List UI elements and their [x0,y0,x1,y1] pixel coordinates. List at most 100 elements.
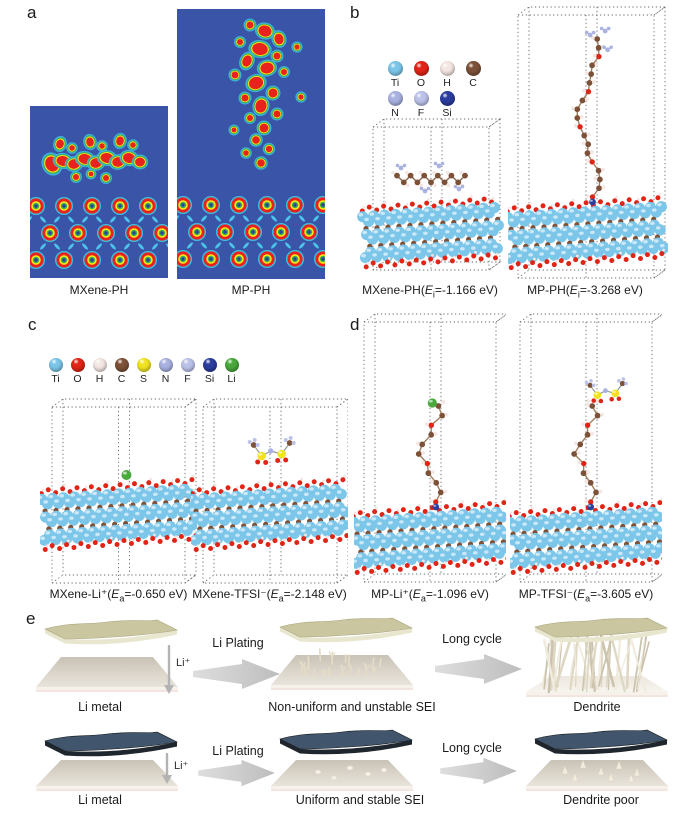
caption-nonuniform-sei: Non-uniform and unstable SEI [268,700,436,714]
ti-atom-symbol: Ti [51,373,60,385]
panel-label-b: b [350,3,360,22]
long-cycle-arrow [435,654,522,684]
c-atom-symbol: C [117,373,126,385]
charge-density-map-mxene-ph [30,106,168,278]
n-atom-symbol: N [161,373,170,385]
legend-item-n: N [156,358,175,385]
caption-dendrite-poor: Dendrite poor [563,793,639,807]
si-atom-symbol: Si [442,107,452,119]
li-plating-arrow [193,659,280,689]
caption-uniform-sei: Uniform and stable SEI [295,793,425,807]
n-atom-symbol: N [391,107,399,119]
unstable-sei-illustration [271,617,413,690]
panel-label-d: d [350,315,360,334]
legend-row-1: Ti O H C [384,61,484,89]
model-mp-tfsi [510,313,662,583]
energy-subscript: i [577,289,580,300]
model-mxene-ph [357,118,504,271]
caption-dendrite: Dendrite [573,700,621,714]
legend-item-c: C [462,61,484,89]
panel-label-c: c [28,315,37,334]
charge-density-map-mp-ph [177,9,325,279]
subfig-caption-mp-tfsi-energy: MP-TFSI⁻(Ea=-3.605 eV) [510,587,662,603]
legend-item-ti: Ti [384,61,406,89]
ti-atom-symbol: Ti [390,77,400,89]
legend-item-s: S [134,358,153,385]
li-plating-arrow-label: Li Plating [212,636,264,650]
ti-atom-swatch [48,358,63,372]
legend-item-f: F [178,358,197,385]
model-mp-li [354,313,506,583]
legend-item-si: Si [436,91,458,119]
long-cycle-arrow-2 [440,757,517,785]
legend-item-h: H [436,61,458,89]
panel-label-e: e [26,609,36,628]
s-atom-symbol: S [139,373,147,385]
energy-subscript: a [420,593,426,604]
caption-text: MXene-PH( [362,283,425,297]
o-atom-symbol: O [416,77,426,89]
h-atom-swatch [92,358,107,372]
energy-subscript: i [432,289,435,300]
ti-atom-swatch [387,61,403,76]
legend-item-n: N [384,91,406,119]
li-ion-label: Li⁺ [176,657,191,669]
stable-sei-illustration [271,729,413,791]
n-atom-swatch [158,358,173,372]
h-atom-swatch [439,61,455,76]
legend-item-ti: Ti [46,358,65,385]
c-atom-swatch [114,358,129,372]
caption-text: MP-Li⁺( [371,587,413,601]
energy-subscript: a [585,593,591,604]
long-cycle-arrow-label: Long cycle [442,632,502,646]
energy-symbol: E [412,587,421,601]
energy-subscript: a [278,593,284,604]
dendrite-illustration [526,617,668,697]
li-atom-symbol: Li [227,373,236,385]
li-metal-cell-illustration-2 [36,731,178,791]
subfig-caption-mp-li-energy: MP-Li⁺(Ea=-1.096 eV) [354,587,506,603]
energy-symbol: E [424,283,433,297]
dendrite-poor-illustration [526,729,668,791]
caption-li-metal: Li metal [78,700,122,714]
subfig-caption-mxene-ph: MXene-PH [69,283,129,297]
caption-text: =-3.268 eV) [579,283,643,297]
energy-symbol: E [111,587,120,601]
h-atom-symbol: H [95,373,104,385]
atom-legend-panel-b: Ti O H C N F Si [384,61,484,119]
legend-item-o: O [68,358,87,385]
legend-item-li: Li [222,358,241,385]
model-mp-ph [508,6,668,279]
model-mxene-li [40,398,197,584]
caption-text: =-0.650 eV) [124,587,188,601]
li-plating-arrow-label-2: Li Plating [212,744,264,758]
model-mxene-tfsi [191,398,348,584]
caption-text: =-2.148 eV) [283,587,347,601]
legend-item-f: F [410,91,432,119]
caption-li-metal-2: Li metal [78,793,122,807]
li-plating-arrow-2 [198,759,275,787]
caption-text: MP-TFSI⁻( [518,587,578,601]
subfig-caption-mxene-li-energy: MXene-Li⁺(Ea=-0.650 eV) [40,587,197,603]
li-atom-swatch [224,358,239,372]
caption-text: =-1.096 eV) [425,587,489,601]
legend-row-2: N F Si [384,91,484,119]
subfig-caption-mxene-tfsi-energy: MXene-TFSI⁻(Ea=-2.148 eV) [191,587,348,603]
energy-subscript: a [119,593,125,604]
subfig-caption-mxene-ph-energy: MXene-PH(Ei=-1.166 eV) [356,283,504,299]
h-atom-symbol: H [443,77,451,89]
panel-label-a: a [27,3,37,22]
caption-text: MXene-Li⁺( [49,587,112,601]
f-atom-symbol: F [184,373,191,385]
li-ion-down-arrow [164,645,174,694]
li-ion-down-arrow-2 [162,753,172,784]
energy-symbol: E [569,283,578,297]
caption-text: MP-PH( [527,283,570,297]
legend-item-si: Si [200,358,219,385]
f-atom-swatch [180,358,195,372]
energy-symbol: E [577,587,586,601]
legend-item-o: O [410,61,432,89]
si-atom-symbol: Si [204,373,215,385]
o-atom-swatch [70,358,85,372]
